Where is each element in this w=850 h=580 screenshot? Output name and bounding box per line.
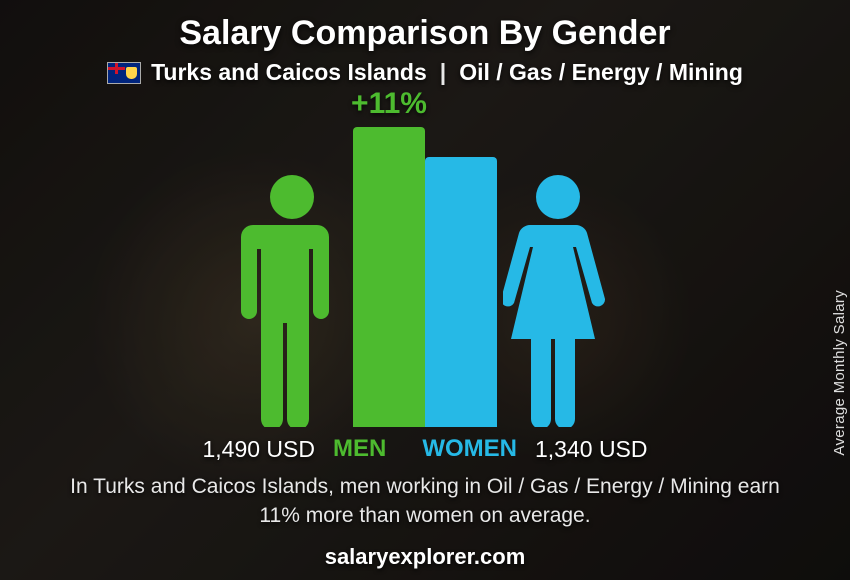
pct-label: +11% bbox=[351, 87, 427, 121]
infographic-content: Salary Comparison By Gender Turks and Ca… bbox=[0, 0, 850, 580]
male-label-block: 1,490 USD MEN bbox=[202, 435, 404, 463]
female-label-block: WOMEN 1,340 USD bbox=[404, 435, 647, 463]
female-label: WOMEN bbox=[422, 435, 517, 463]
subtitle-row: Turks and Caicos Islands | Oil / Gas / E… bbox=[107, 59, 743, 86]
male-value: 1,490 USD bbox=[202, 436, 315, 463]
male-label: MEN bbox=[333, 435, 386, 463]
labels-row: 1,490 USD MEN WOMEN 1,340 USD bbox=[30, 435, 820, 463]
male-bar-col: +11% bbox=[353, 94, 425, 427]
page-title: Salary Comparison By Gender bbox=[179, 14, 670, 53]
male-figure-icon bbox=[237, 171, 347, 427]
separator: | bbox=[440, 59, 446, 86]
female-value: 1,340 USD bbox=[535, 436, 648, 463]
footer-source: salaryexplorer.com bbox=[325, 544, 526, 570]
male-figure-col bbox=[237, 94, 347, 427]
y-axis-label: Average Monthly Salary bbox=[832, 290, 849, 456]
flag-icon bbox=[107, 62, 141, 84]
female-bar bbox=[425, 157, 497, 427]
caption-text: In Turks and Caicos Islands, men working… bbox=[55, 473, 795, 530]
country-label: Turks and Caicos Islands bbox=[151, 59, 427, 86]
male-bar bbox=[353, 127, 425, 427]
sector-label: Oil / Gas / Energy / Mining bbox=[459, 59, 743, 86]
female-figure-icon bbox=[503, 171, 613, 427]
chart-area: +11% bbox=[30, 94, 820, 427]
female-bar-col bbox=[425, 94, 497, 427]
female-figure-col bbox=[503, 94, 613, 427]
